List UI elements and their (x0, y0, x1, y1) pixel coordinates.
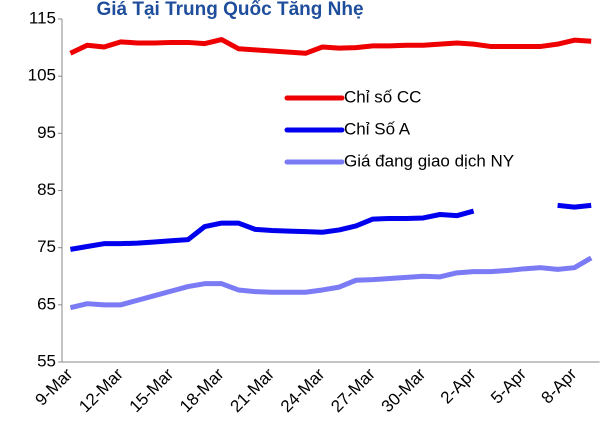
line-series (69, 255, 593, 311)
x-tick-label: 9-Mar (32, 364, 77, 409)
x-tick-label: 30-Mar (378, 364, 430, 416)
y-tick-label: 85 (37, 180, 56, 199)
line-series (69, 37, 592, 56)
x-tick-label: 21-Mar (226, 364, 278, 416)
line-series (557, 202, 592, 210)
x-tick-label: 12-Mar (75, 364, 127, 416)
x-tick-label: 5-Apr (487, 364, 530, 407)
x-tick-label: 18-Mar (176, 364, 228, 416)
line-series (69, 208, 475, 252)
x-tick-label: 8-Apr (538, 364, 581, 407)
legend-label: Chỉ Số A (344, 119, 411, 138)
x-tick-label: 2-Apr (437, 364, 480, 407)
y-tick-label: 105 (28, 66, 56, 85)
y-tick-label: 65 (37, 294, 56, 313)
y-tick-label: 75 (37, 237, 56, 256)
legend-label: Giá đang giao dịch NY (344, 151, 514, 170)
x-tick-label: 24-Mar (277, 364, 329, 416)
legend-label: Chỉ số CC (344, 87, 421, 106)
y-tick-label: 95 (37, 123, 56, 142)
x-tick-label: 15-Mar (126, 364, 178, 416)
y-tick-label: 55 (37, 351, 56, 370)
x-tick-label: 27-Mar (327, 364, 379, 416)
y-tick-label: 115 (29, 8, 56, 27)
chart-title: Giá Tại Trung Quốc Tăng Nhẹ (96, 0, 363, 20)
